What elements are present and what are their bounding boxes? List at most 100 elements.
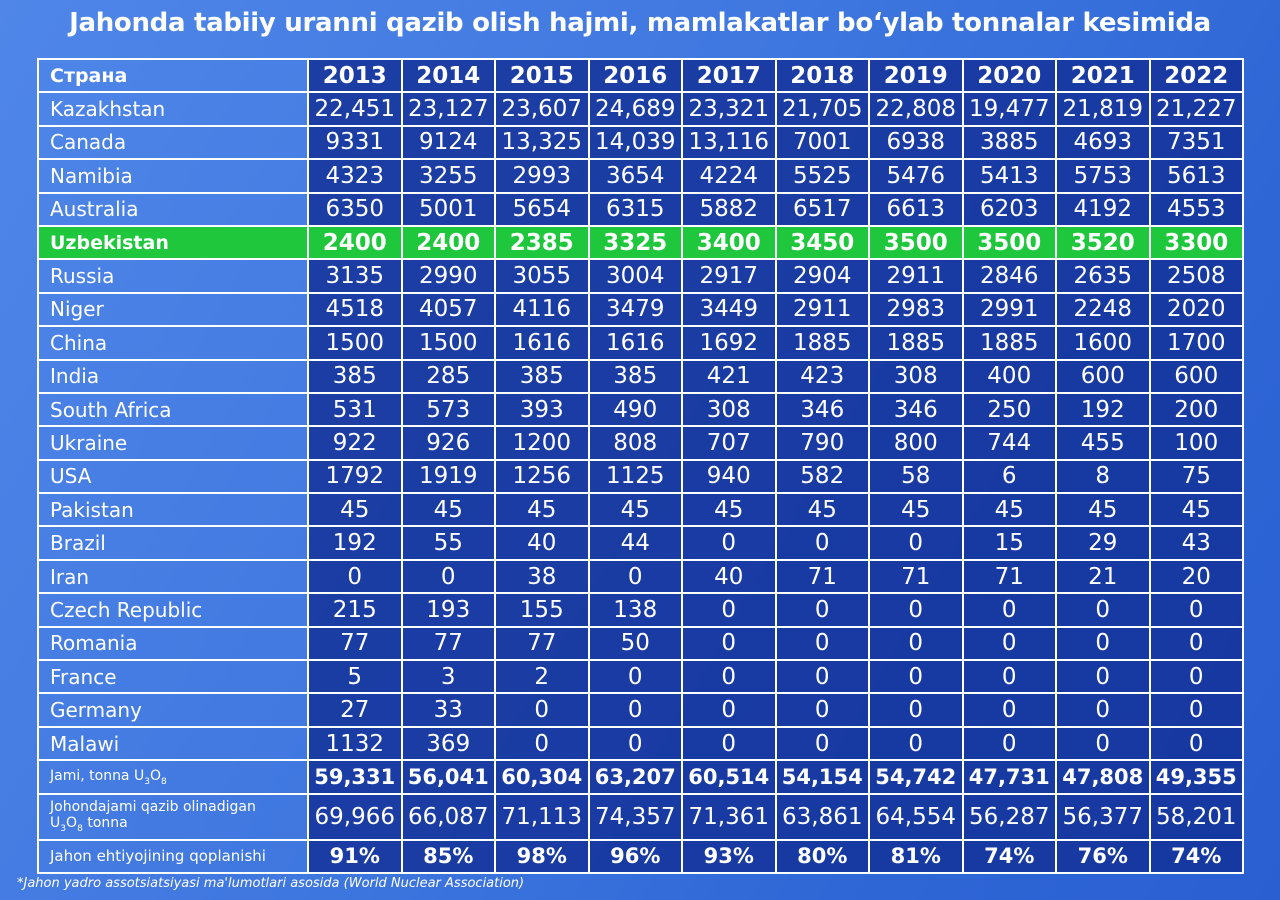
value-cell: 0 [868,592,964,628]
value-cell: 3450 [774,224,870,261]
value-cell: 4224 [681,158,777,194]
page-title: Jahonda tabiiy uranni qazib olish hajmi,… [69,8,1211,38]
value-cell: 45 [1055,492,1151,528]
world-value: 56,287 [961,792,1057,841]
world-label-tail: tonna [82,814,128,831]
value-cell: 19,477 [961,91,1057,127]
coverage-value: 98% [494,838,590,874]
value-cell: 6315 [587,191,683,227]
country-name: Ukraine [37,425,309,461]
value-cell: 2508 [1148,258,1244,294]
value-cell: 393 [494,391,590,428]
value-cell: 0 [307,558,403,595]
world-label-sub3: 3 [60,823,67,834]
value-cell: 1500 [307,325,403,361]
value-cell: 215 [307,592,403,628]
value-cell: 582 [774,458,870,495]
world-value: 66,087 [400,792,496,841]
table-row: China 1500 1500 1616 1616 1692 1885 1885 1885 160… [37,325,1244,361]
footnote: *Jahon yadro assotsiatsiyasi ma'lumotlar… [17,876,525,891]
value-cell: 4518 [307,291,403,328]
total-label-mid: O [150,767,162,784]
header-year: 2022 [1148,57,1244,94]
value-cell: 531 [307,391,403,428]
value-cell: 0 [774,525,870,561]
value-cell: 3325 [587,224,683,261]
country-name: Australia [37,191,309,227]
value-cell: 0 [681,592,777,628]
value-cell: 3520 [1055,224,1151,261]
value-cell: 13,325 [494,124,590,161]
value-cell: 4057 [400,291,496,328]
value-cell: 0 [587,692,683,728]
value-cell: 0 [774,692,870,728]
country-name: Czech Republic [37,592,309,628]
world-label-sub8: 8 [77,823,83,834]
value-cell: 21,227 [1148,91,1244,127]
table-row: Canada 9331 9124 13,325 14,039 13,116 7001 6938… [37,124,1244,161]
value-cell: 2385 [494,224,590,261]
value-cell: 22,808 [868,91,964,127]
country-name: USA [37,458,309,495]
value-cell: 6350 [307,191,403,227]
value-cell: 2020 [1148,291,1244,328]
total-label-sub8: 8 [161,776,167,787]
value-cell: 0 [681,692,777,728]
value-cell: 0 [774,592,870,628]
coverage-value: 80% [774,838,870,874]
value-cell: 23,321 [681,91,777,127]
header-year: 2015 [494,57,590,94]
header-year: 2020 [961,57,1057,94]
value-cell: 71 [868,558,964,595]
coverage-value: 74% [961,838,1057,874]
value-cell: 808 [587,425,683,461]
value-cell: 40 [494,525,590,561]
value-cell: 5476 [868,158,964,194]
value-cell: 2991 [961,291,1057,328]
value-cell: 1500 [400,325,496,361]
total-value: 47,731 [961,759,1057,795]
table-row: France 5 3 2 0 0 0 0 0 0 0 [37,659,1244,695]
value-cell: 2983 [868,291,964,328]
value-cell: 2846 [961,258,1057,294]
total-value: 60,304 [494,759,590,795]
value-cell: 0 [961,625,1057,662]
coverage-value: 96% [587,838,683,874]
coverage-label: Jahon ehtiyojining qoplanishi [37,838,309,874]
value-cell: 138 [587,592,683,628]
value-cell: 744 [961,425,1057,461]
total-label-text: Jami, tonna U [50,767,145,784]
table-row: Kazakhstan 22,451 23,127 23,607 24,689 23,321… [37,91,1244,127]
table-row: Ukraine 922 926 1200 808 707 790 800 744 455 100 [37,425,1244,461]
value-cell: 22,451 [307,91,403,127]
value-cell: 45 [1148,492,1244,528]
value-cell: 71 [961,558,1057,595]
value-cell: 1256 [494,458,590,495]
value-cell: 5882 [681,191,777,227]
value-cell: 5753 [1055,158,1151,194]
value-cell: 0 [868,525,964,561]
total-label-sub3: 3 [144,776,151,787]
value-cell: 2911 [868,258,964,294]
table-row: Australia 6350 5001 5654 6315 5882 6517 6613 620… [37,191,1244,227]
coverage-value: 76% [1055,838,1151,874]
value-cell: 1885 [868,325,964,361]
value-cell: 3 [400,659,496,695]
value-cell: 369 [400,725,496,762]
value-cell: 0 [961,659,1057,695]
value-cell: 200 [1148,391,1244,428]
table-row: Brazil 192 55 40 44 0 0 0 15 29 43 [37,525,1244,561]
value-cell: 2400 [307,224,403,261]
value-cell: 0 [494,725,590,762]
value-cell: 926 [400,425,496,461]
table-row: USA 1792 1919 1256 1125 940 582 58 6 8 75 [37,458,1244,495]
value-cell: 43 [1148,525,1244,561]
country-name: Namibia [37,158,309,194]
value-cell: 4693 [1055,124,1151,161]
world-label-o: O [66,814,78,831]
value-cell: 71 [774,558,870,595]
value-cell: 155 [494,592,590,628]
value-cell: 600 [1055,358,1151,394]
coverage-row: Jahon ehtiyojining qoplanishi 91% 85% 98% 96… [37,838,1244,874]
table-row: South Africa 531 573 393 490 308 346 346 250 192 2… [37,391,1244,428]
